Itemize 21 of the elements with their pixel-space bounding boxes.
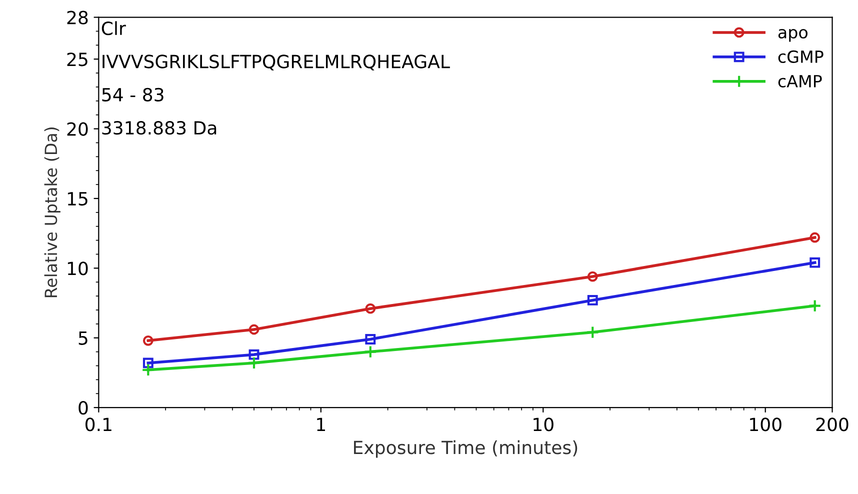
x-tick-label: 10 bbox=[534, 418, 554, 432]
x-tick-label: 200 bbox=[816, 418, 848, 432]
x-tick-label: 1 bbox=[317, 418, 325, 431]
legend-label: cAMP bbox=[778, 75, 822, 88]
legend-label: cGMP bbox=[778, 50, 824, 63]
annotation: Clr bbox=[102, 21, 126, 36]
y-tick-label: 20 bbox=[67, 122, 88, 136]
x-tick-label: 0.1 bbox=[86, 418, 112, 432]
y-tick-label: 10 bbox=[68, 262, 88, 276]
annotation: IVVVSGRIKLSLFTPQGRELMLRQHEAGAL bbox=[102, 54, 450, 70]
y-tick-label: 0 bbox=[78, 401, 88, 415]
y-tick-label: 28 bbox=[67, 10, 88, 24]
y-tick-label: 25 bbox=[67, 52, 88, 66]
annotation: 54 - 83 bbox=[102, 88, 164, 102]
legend-label: apo bbox=[778, 28, 808, 42]
x-tick-label: 100 bbox=[750, 418, 782, 432]
annotation: 3318.883 Da bbox=[102, 121, 216, 135]
y-axis-title: Relative Uptake (Da) bbox=[44, 128, 60, 298]
y-tick-label: 5 bbox=[78, 332, 88, 345]
y-tick-label: 15 bbox=[68, 192, 88, 206]
x-axis-title: Exposure Time (minutes) bbox=[354, 440, 578, 458]
